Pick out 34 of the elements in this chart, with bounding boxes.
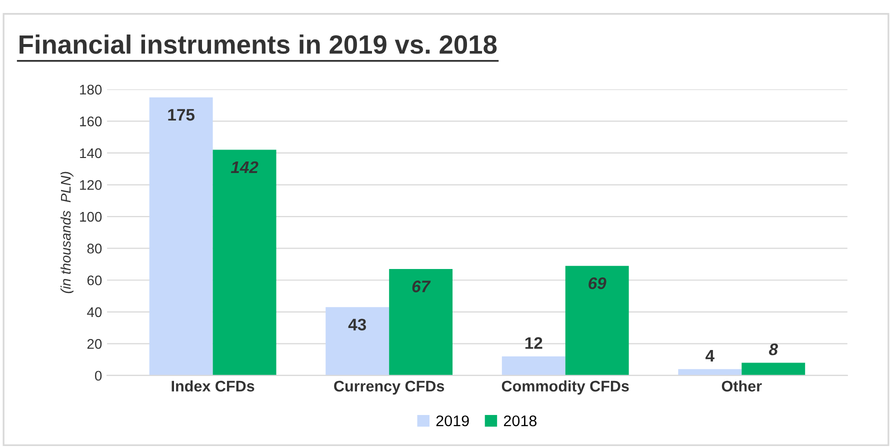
chart-title: Financial instruments in 2019 vs. 2018 [20, 34, 497, 54]
bar [502, 356, 566, 376]
x-tick-label: Other [722, 380, 762, 392]
data-label: 4 [706, 350, 714, 362]
y-tick-label: 120 [80, 180, 102, 190]
y-axis-title: (in thousands PLN) [60, 172, 74, 294]
data-label: 69 [588, 277, 606, 290]
x-tick-label: Index CFDs [172, 380, 254, 392]
data-label: 175 [168, 109, 195, 121]
legend-label: 2018 [504, 415, 537, 426]
data-label: 12 [525, 337, 542, 349]
y-tick-label: 140 [80, 148, 102, 158]
bar [742, 362, 806, 376]
data-label: 142 [230, 161, 258, 173]
x-tick-label: Commodity CFDs [502, 380, 629, 395]
data-label: 43 [348, 318, 366, 331]
y-tick-label: 60 [87, 275, 102, 286]
data-label: 8 [768, 344, 778, 356]
y-tick-label: 180 [80, 84, 102, 95]
data-label: 67 [412, 280, 431, 292]
y-tick-label: 40 [87, 307, 102, 318]
bar [149, 97, 213, 376]
x-tick-label: Currency CFDs [334, 380, 444, 395]
y-tick-label: 160 [80, 116, 102, 126]
bar [565, 266, 629, 376]
y-tick-label: 0 [95, 370, 102, 381]
y-tick-label: 80 [87, 244, 102, 254]
y-tick-label: 100 [80, 212, 102, 222]
bar [326, 307, 390, 376]
bar [389, 268, 453, 376]
y-tick-label: 20 [87, 339, 102, 349]
bar [212, 150, 276, 376]
bar [678, 369, 742, 376]
legend-label: 2019 [436, 415, 469, 426]
